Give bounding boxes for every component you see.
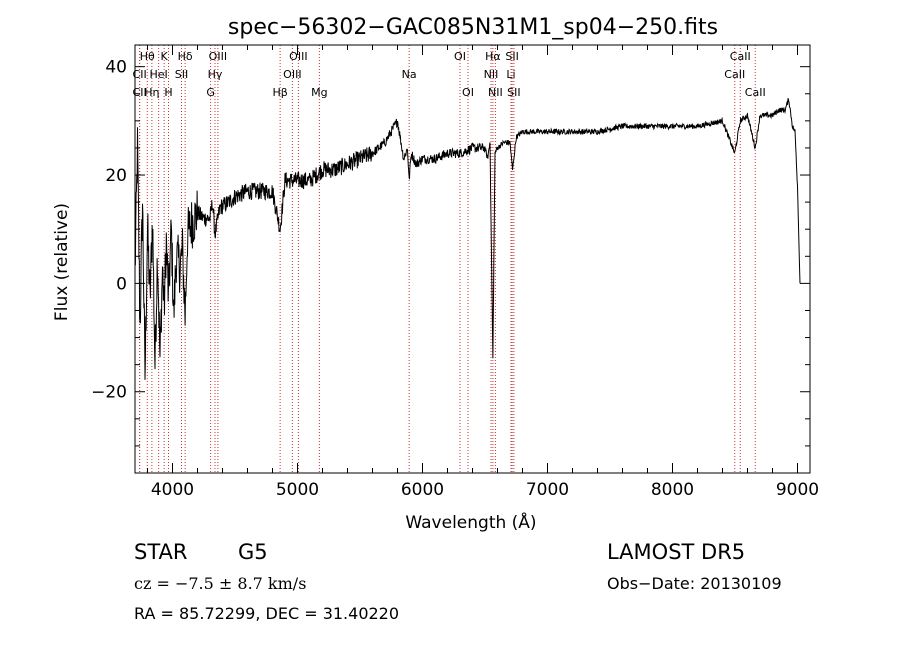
- line-label-13: OIII: [283, 68, 301, 81]
- coordinates: RA = 85.72299, DEC = 31.40220: [134, 604, 400, 623]
- line-label-21: NII: [488, 86, 503, 99]
- line-label-9: G: [206, 86, 215, 99]
- redshift-readout: cz = −7.5 ± 8.7 km/s: [134, 574, 307, 593]
- line-label-19: NII: [484, 68, 499, 81]
- y-tick-label: 0: [116, 274, 127, 294]
- x-tick-label: 5000: [276, 480, 319, 500]
- line-label-12: Hβ: [272, 86, 287, 99]
- line-label-22: Li: [506, 68, 515, 81]
- line-label-16: Na: [402, 68, 417, 81]
- x-tick-label: 4000: [151, 480, 194, 500]
- x-tick-label: 7000: [526, 480, 569, 500]
- line-label-7: SII: [175, 68, 188, 81]
- x-tick-label: 8000: [651, 480, 694, 500]
- line-label-26: CaII: [730, 50, 751, 63]
- line-label-17: OI: [454, 50, 466, 63]
- object-class: STAR: [134, 540, 188, 564]
- y-tick-label: −20: [91, 383, 127, 403]
- line-label-3: Hη: [144, 86, 159, 99]
- line-label-11: OIII: [209, 50, 227, 63]
- y-tick-label: 20: [105, 166, 127, 186]
- line-label-10: Hγ: [208, 68, 223, 81]
- object-subclass: G5: [238, 540, 268, 564]
- line-label-8: Hδ: [178, 50, 193, 63]
- survey-name: LAMOST DR5: [607, 540, 746, 564]
- chart-title: spec−56302−GAC085N31M1_sp04−250.fits: [228, 15, 718, 40]
- line-label-0: CII: [133, 86, 147, 99]
- plot-frame: [134, 44, 811, 474]
- y-axis: −20 0 20 40: [91, 58, 810, 447]
- line-label-18: OI: [462, 86, 474, 99]
- line-label-6: H: [164, 86, 172, 99]
- y-tick-label: 40: [105, 58, 127, 78]
- line-label-25: CaII: [724, 68, 745, 81]
- spectral-line-labels: CIIHθCIIHηHeIKHSIIHδGHγOIIIHβOIIIOIIIMgN…: [133, 50, 766, 99]
- spectrum-line: [134, 97, 801, 380]
- line-label-23: SII: [505, 50, 518, 63]
- line-label-15: Mg: [311, 86, 327, 99]
- line-label-4: HeI: [149, 68, 167, 81]
- line-label-20: Hα: [485, 50, 501, 63]
- x-tick-label: 6000: [401, 480, 444, 500]
- x-axis-label: Wavelength (Å): [405, 511, 536, 533]
- spectral-line-markers: [139, 45, 756, 473]
- line-label-5: K: [161, 50, 169, 63]
- y-axis-label: Flux (relative): [52, 203, 72, 321]
- observation-date: Obs−Date: 20130109: [607, 574, 782, 593]
- line-label-14: OIII: [289, 50, 307, 63]
- line-label-27: CaII: [745, 86, 766, 99]
- x-tick-label: 9000: [776, 480, 819, 500]
- line-label-1: Hθ: [140, 50, 155, 63]
- x-axis: 4000 5000 6000 7000 8000 9000: [147, 45, 819, 500]
- line-label-24: SII: [507, 86, 520, 99]
- line-label-2: CII: [133, 68, 147, 81]
